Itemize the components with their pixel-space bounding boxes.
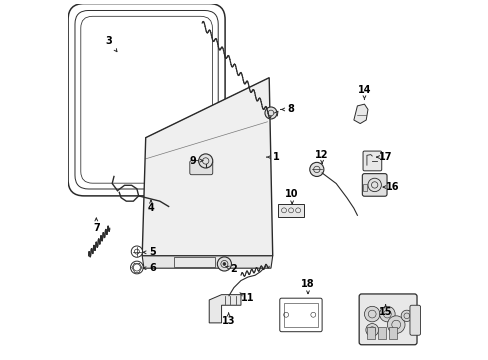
Circle shape: [364, 306, 379, 322]
Text: 15: 15: [378, 307, 391, 317]
Text: 9: 9: [189, 156, 196, 166]
Circle shape: [309, 162, 323, 176]
Text: 8: 8: [286, 104, 293, 114]
Text: 4: 4: [147, 203, 154, 213]
Polygon shape: [142, 78, 272, 256]
FancyBboxPatch shape: [358, 294, 416, 345]
Bar: [377, 327, 385, 339]
Text: 6: 6: [149, 263, 156, 273]
FancyBboxPatch shape: [362, 151, 381, 171]
FancyBboxPatch shape: [189, 161, 212, 175]
Text: 13: 13: [222, 316, 235, 326]
Circle shape: [198, 154, 212, 168]
Bar: [174, 257, 214, 267]
Circle shape: [130, 261, 143, 274]
FancyBboxPatch shape: [409, 305, 420, 335]
Text: 14: 14: [357, 85, 370, 95]
Circle shape: [386, 316, 404, 333]
Text: 17: 17: [378, 152, 391, 162]
Circle shape: [217, 257, 231, 271]
FancyBboxPatch shape: [362, 174, 386, 196]
Text: 2: 2: [230, 264, 237, 274]
Bar: [278, 204, 304, 217]
Text: 11: 11: [241, 293, 254, 303]
Circle shape: [131, 246, 142, 257]
Text: 10: 10: [285, 189, 298, 199]
Text: 18: 18: [301, 279, 314, 289]
Text: 16: 16: [385, 182, 399, 192]
Bar: [388, 327, 396, 339]
Circle shape: [379, 306, 394, 322]
Bar: [284, 303, 317, 328]
Bar: [362, 184, 366, 191]
Text: 7: 7: [93, 222, 100, 233]
Polygon shape: [142, 256, 272, 268]
Text: 12: 12: [315, 150, 328, 160]
Text: 5: 5: [149, 247, 156, 257]
Polygon shape: [353, 104, 367, 123]
Circle shape: [264, 107, 276, 119]
Bar: [366, 327, 374, 339]
Text: 3: 3: [105, 36, 112, 46]
Circle shape: [223, 262, 225, 265]
Circle shape: [365, 324, 378, 336]
Text: 1: 1: [272, 152, 279, 162]
Polygon shape: [209, 294, 241, 323]
Circle shape: [400, 310, 411, 321]
